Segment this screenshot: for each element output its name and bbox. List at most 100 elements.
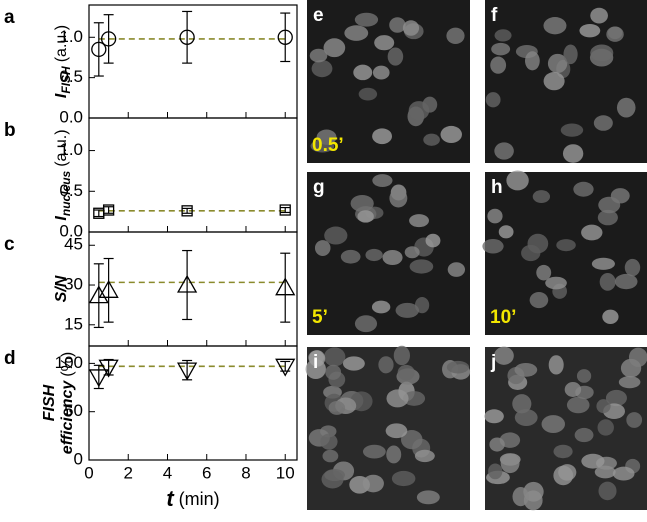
cell-nucleus <box>409 214 429 228</box>
y-tick-label: 50 <box>64 401 83 420</box>
cell-nucleus <box>382 249 403 266</box>
y-tick-label: 0.5 <box>59 67 83 86</box>
marker <box>275 277 296 296</box>
cell-nucleus <box>386 445 402 464</box>
cell-nucleus <box>490 56 507 74</box>
micrograph <box>307 172 470 335</box>
cell-nucleus <box>358 87 378 101</box>
cell-nucleus <box>387 47 404 66</box>
cell-nucleus <box>574 427 594 443</box>
image-letter: i <box>313 352 318 373</box>
cell-nucleus <box>612 466 635 481</box>
cell-nucleus <box>353 64 373 81</box>
marker <box>279 204 291 216</box>
cell-nucleus <box>512 394 532 414</box>
cell-nucleus <box>414 449 435 463</box>
cell-nucleus <box>590 7 608 24</box>
cell-nucleus <box>372 128 393 145</box>
cell-nucleus <box>506 170 529 191</box>
micrograph <box>305 345 471 510</box>
marker <box>275 358 296 377</box>
cell-nucleus <box>581 224 603 241</box>
cell-nucleus <box>328 400 346 415</box>
cell-nucleus <box>573 181 594 197</box>
cell-nucleus <box>416 490 440 505</box>
y-label-symbol: I <box>53 216 70 221</box>
cell-nucleus <box>342 356 365 371</box>
cell-nucleus <box>491 42 511 56</box>
cell-nucleus <box>323 347 346 367</box>
x-tick-label: 10 <box>276 463 295 482</box>
cell-nucleus <box>596 399 611 414</box>
image-time: 10’ <box>490 307 516 328</box>
x-tick-label: 6 <box>202 463 211 482</box>
cell-nucleus <box>362 474 384 493</box>
cell-nucleus <box>494 29 512 42</box>
cell-nucleus <box>354 12 379 27</box>
marker <box>100 31 117 47</box>
marker <box>181 205 193 217</box>
cell-nucleus <box>485 92 501 108</box>
cell-nucleus <box>563 44 578 65</box>
cell-nucleus <box>386 389 409 408</box>
cell-nucleus <box>325 364 342 380</box>
y-label-unit: (a.u.) <box>53 129 70 166</box>
y-tick-label: 0.5 <box>59 181 83 200</box>
y-label-symbol: FISH <box>41 384 58 421</box>
cell-nucleus <box>482 238 504 254</box>
cell-nucleus <box>409 259 434 274</box>
image-letter: f <box>491 5 498 26</box>
marker <box>179 29 195 45</box>
cell-nucleus <box>362 444 386 459</box>
micrograph <box>484 346 647 511</box>
cell-nucleus <box>564 381 582 397</box>
cell-nucleus <box>560 123 584 137</box>
cell-nucleus <box>628 347 647 368</box>
cell-nucleus <box>598 196 621 214</box>
cell-nucleus <box>309 48 328 63</box>
cell-nucleus <box>324 469 345 482</box>
image-time: 5’ <box>312 307 328 328</box>
cell-nucleus <box>566 396 590 414</box>
marker <box>98 359 119 378</box>
cell-nucleus <box>357 210 374 223</box>
cell-nucleus <box>425 233 441 248</box>
cell-nucleus <box>579 23 601 38</box>
cell-nucleus <box>404 246 420 259</box>
marker <box>177 274 198 293</box>
cell-nucleus <box>529 292 549 309</box>
y-label-symbol: efficiency <box>59 380 76 455</box>
cell-nucleus <box>553 444 573 459</box>
y-tick-label: 45 <box>64 235 83 254</box>
plot-frame <box>88 345 298 461</box>
marker <box>102 204 115 216</box>
y-label-unit: (%) <box>59 352 76 377</box>
cell-nucleus <box>400 429 423 450</box>
cell-nucleus <box>624 258 641 277</box>
cell-nucleus <box>365 248 383 262</box>
cell-nucleus <box>310 139 335 153</box>
marker <box>91 41 107 58</box>
cell-nucleus <box>494 142 514 160</box>
cell-nucleus <box>403 391 426 406</box>
y-label-subscript: nucleus <box>59 170 73 216</box>
cell-nucleus <box>372 65 390 80</box>
y-axis-label: S/N <box>53 275 70 302</box>
plot-frame <box>88 117 298 233</box>
cell-nucleus <box>402 20 420 36</box>
cell-nucleus <box>581 453 605 469</box>
y-label-symbol: I <box>53 93 70 98</box>
cell-nucleus <box>372 174 393 187</box>
cell-nucleus <box>598 481 617 501</box>
cell-nucleus <box>543 72 565 91</box>
cell-nucleus <box>562 144 584 163</box>
cell-nucleus <box>532 190 551 203</box>
panel-letter: c <box>4 234 15 255</box>
cell-nucleus <box>616 97 636 118</box>
cell-nucleus <box>320 433 338 450</box>
cell-nucleus <box>484 409 504 424</box>
cell-nucleus <box>543 17 567 35</box>
cell-nucleus <box>514 362 538 377</box>
y-label-unit: (a.u.) <box>53 25 70 62</box>
